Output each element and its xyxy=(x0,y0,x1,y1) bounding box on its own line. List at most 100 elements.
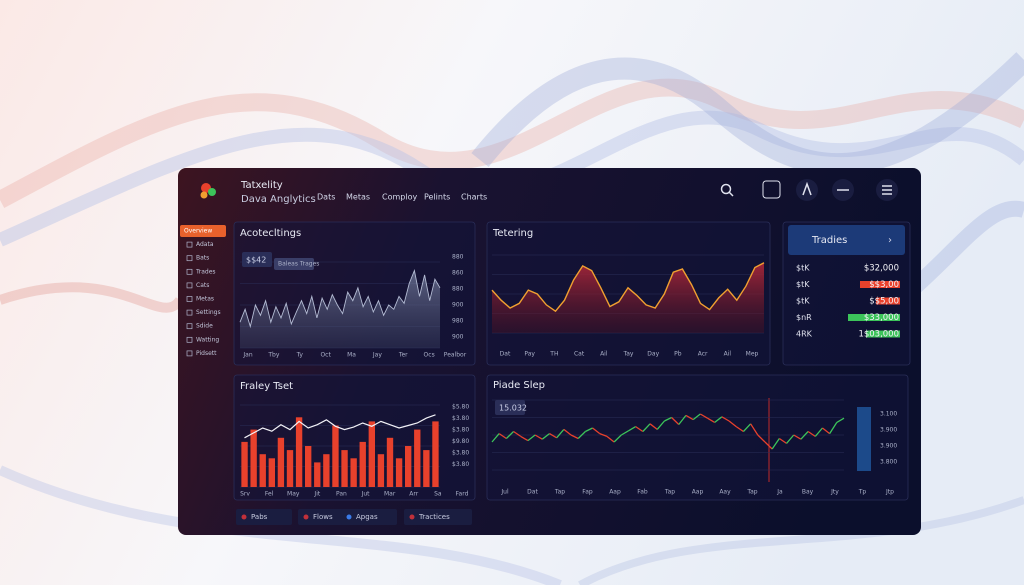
panel-title: Tetering xyxy=(492,228,533,239)
bar xyxy=(314,462,321,487)
y-tick-label: $5.80 xyxy=(452,404,469,411)
sidebar-icon xyxy=(186,282,193,289)
sidebar-icon xyxy=(186,309,193,316)
sidebar-item[interactable]: Settings xyxy=(196,309,221,316)
price-segment xyxy=(699,413,708,419)
tab-label: Pabs xyxy=(251,513,268,521)
trades-header xyxy=(788,225,905,255)
x-tick-label: Cat xyxy=(574,351,585,358)
bar xyxy=(277,437,285,487)
bar xyxy=(332,425,339,487)
price-segment xyxy=(771,438,780,450)
price-segment xyxy=(549,433,557,439)
x-tick-label: Ail xyxy=(724,351,732,358)
tab[interactable] xyxy=(404,509,472,525)
x-tick-label: Dat xyxy=(500,351,511,358)
x-tick-label: Pb xyxy=(674,351,682,358)
bar xyxy=(341,450,348,487)
y-tick-label: 3.900 xyxy=(880,427,897,434)
x-tick-label: Tby xyxy=(267,352,279,359)
price-segment xyxy=(685,414,694,421)
trade-value: $$3,00 xyxy=(869,280,899,290)
x-tick-label: Tap xyxy=(554,489,565,496)
tab[interactable] xyxy=(341,509,397,525)
y-tick-label: $3.80 xyxy=(452,450,469,457)
logo xyxy=(200,183,216,199)
sidebar-item[interactable]: Metas xyxy=(196,296,214,303)
x-tick-label: Jit xyxy=(313,491,320,498)
y-tick-label: $3.80 xyxy=(452,415,469,422)
x-tick-label: Pan xyxy=(336,491,347,498)
sidebar-item[interactable]: Watting xyxy=(196,336,219,343)
x-tick-label: Ja xyxy=(776,489,783,496)
price-segment xyxy=(577,431,586,439)
price-segment xyxy=(534,434,543,440)
badge-note-box xyxy=(274,258,314,270)
price-segment xyxy=(620,430,629,436)
sidebar-active[interactable] xyxy=(180,225,226,237)
panel-title: Fraley Tset xyxy=(240,381,293,392)
nav-item[interactable]: Metas xyxy=(346,193,370,202)
sidebar-icon xyxy=(186,350,193,357)
price-segment xyxy=(692,413,701,421)
price-segment xyxy=(585,427,593,433)
bar xyxy=(350,458,357,487)
sidebar-icon xyxy=(186,241,193,248)
tab-dot xyxy=(346,514,352,520)
nav-item[interactable]: Comploy xyxy=(382,193,417,202)
sidebar-item[interactable]: Cats xyxy=(196,282,209,289)
sidebar-item[interactable]: Sdide xyxy=(196,323,213,330)
x-tick-label: Ocs xyxy=(424,352,435,359)
price-segment xyxy=(513,430,522,437)
badge: $$42 xyxy=(246,256,266,265)
y-tick-label: 3.900 xyxy=(880,443,897,450)
x-tick-label: Pealbor xyxy=(444,352,467,359)
sidebar-item[interactable]: Adata xyxy=(196,241,214,248)
header-icons[interactable] xyxy=(720,179,899,201)
sidebar-item[interactable]: Overview xyxy=(184,228,212,235)
x-tick-label: Tap xyxy=(664,489,675,496)
tab[interactable] xyxy=(236,509,292,525)
tab[interactable] xyxy=(298,509,354,525)
price-segment xyxy=(649,423,658,430)
price-segment xyxy=(678,414,687,425)
badge-box xyxy=(242,252,272,267)
x-tick-label: Aap xyxy=(609,489,621,496)
bar xyxy=(423,450,430,487)
y-tick-label: 3.800 xyxy=(880,459,897,466)
area xyxy=(240,270,440,348)
x-tick-label: Fap xyxy=(582,489,593,496)
trade-label: $nR xyxy=(796,313,812,322)
nav-item[interactable]: Charts xyxy=(461,193,487,202)
sidebar-item[interactable]: Trades xyxy=(195,268,216,275)
area xyxy=(492,262,764,333)
x-tick-label: Tp xyxy=(858,489,867,496)
nav-item[interactable]: Dats xyxy=(317,193,335,202)
sidebar-icon xyxy=(186,255,193,262)
price-segment xyxy=(628,426,637,432)
price-segment xyxy=(757,434,766,443)
price-segment xyxy=(613,434,622,443)
bar xyxy=(414,429,421,487)
price-segment xyxy=(599,432,608,438)
bar xyxy=(395,458,403,487)
bar xyxy=(305,446,312,487)
price-segment xyxy=(498,433,507,440)
y-tick-label: 860 xyxy=(452,270,464,277)
price-segment xyxy=(505,431,515,439)
nav-item[interactable]: Pelints xyxy=(424,193,450,202)
x-tick-label: Ty xyxy=(296,352,304,359)
x-tick-label: Jut xyxy=(361,491,371,498)
x-tick-label: May xyxy=(287,491,300,498)
x-tick-label: Aap xyxy=(692,489,704,496)
price-segment xyxy=(707,417,716,423)
y-tick-label: $9.80 xyxy=(452,438,469,445)
badge-box xyxy=(495,400,525,415)
x-tick-label: Jan xyxy=(242,352,252,359)
sidebar-item[interactable]: Pidsett xyxy=(196,350,217,357)
x-tick-label: Ma xyxy=(347,352,356,359)
price-segment xyxy=(721,416,730,422)
x-tick-label: Jay xyxy=(372,352,382,359)
sidebar-item[interactable]: Bats xyxy=(196,255,209,262)
